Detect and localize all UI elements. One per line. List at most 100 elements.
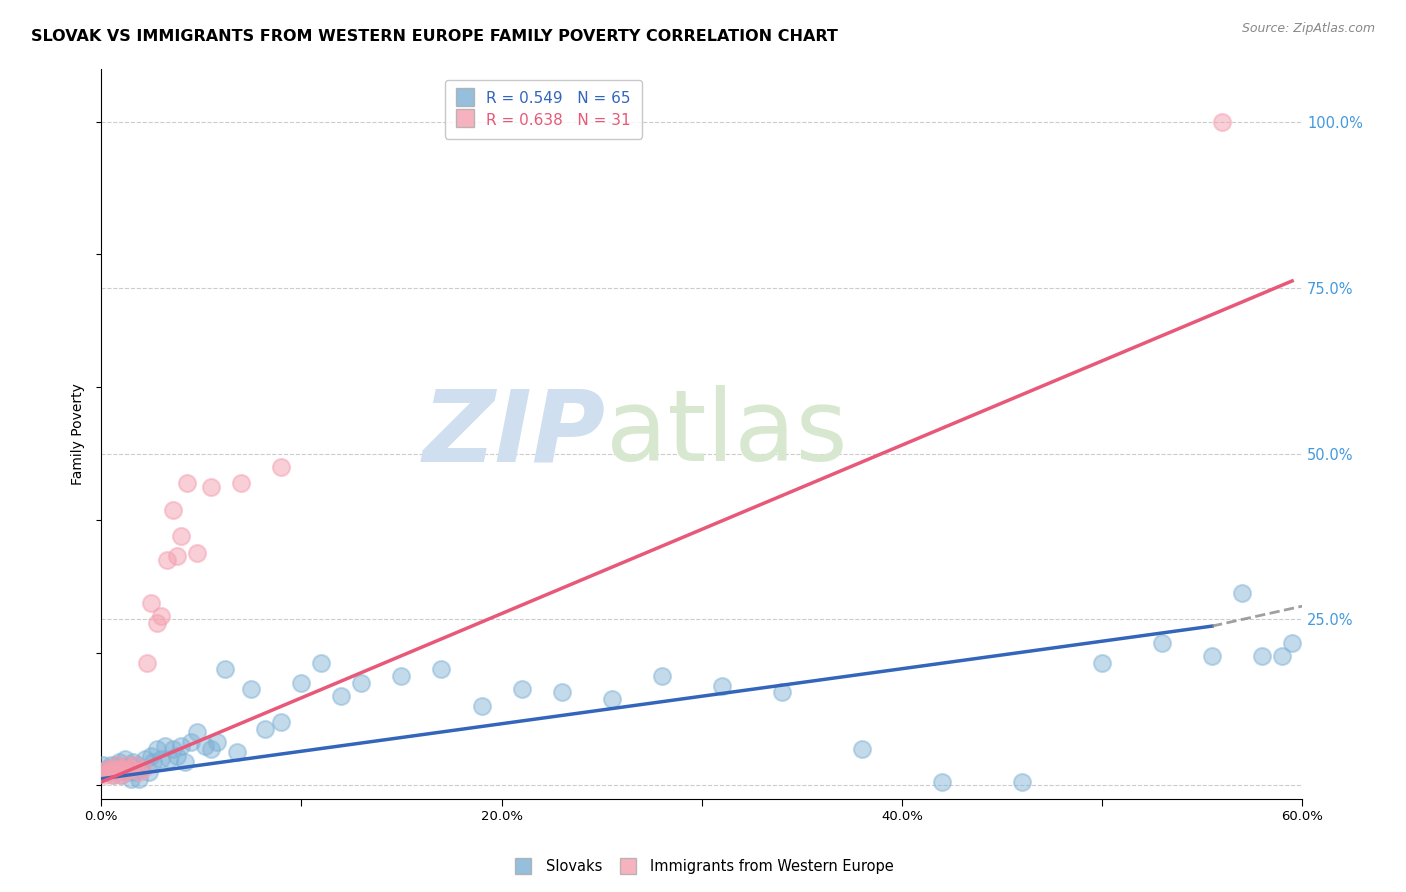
Point bbox=[550, 685, 572, 699]
Point bbox=[91, 758, 114, 772]
Point bbox=[127, 758, 149, 772]
Point bbox=[104, 765, 127, 780]
Point bbox=[120, 762, 142, 776]
Point bbox=[98, 762, 121, 776]
Point bbox=[132, 762, 155, 776]
Point bbox=[110, 768, 132, 782]
Point bbox=[194, 739, 217, 753]
Point bbox=[157, 752, 180, 766]
Point bbox=[510, 682, 533, 697]
Point bbox=[141, 596, 163, 610]
Point bbox=[1201, 648, 1223, 663]
Point bbox=[200, 480, 222, 494]
Point bbox=[134, 752, 156, 766]
Point bbox=[108, 755, 131, 769]
Point bbox=[96, 762, 118, 776]
Point bbox=[124, 758, 146, 772]
Text: ZIP: ZIP bbox=[423, 385, 606, 482]
Point bbox=[141, 748, 163, 763]
Point bbox=[124, 765, 146, 780]
Point bbox=[254, 722, 277, 736]
Point bbox=[1230, 586, 1253, 600]
Point bbox=[176, 476, 198, 491]
Point bbox=[226, 745, 249, 759]
Point bbox=[290, 675, 312, 690]
Point bbox=[155, 739, 177, 753]
Point bbox=[330, 689, 353, 703]
Point bbox=[162, 503, 184, 517]
Point bbox=[391, 669, 413, 683]
Point bbox=[166, 748, 188, 763]
Point bbox=[136, 656, 159, 670]
Point bbox=[114, 765, 136, 780]
Point bbox=[270, 715, 292, 730]
Point bbox=[100, 758, 122, 772]
Point bbox=[1011, 775, 1033, 789]
Point bbox=[128, 772, 150, 786]
Point bbox=[240, 682, 263, 697]
Text: SLOVAK VS IMMIGRANTS FROM WESTERN EUROPE FAMILY POVERTY CORRELATION CHART: SLOVAK VS IMMIGRANTS FROM WESTERN EUROPE… bbox=[31, 29, 838, 44]
Point bbox=[311, 656, 333, 670]
Point bbox=[170, 739, 193, 753]
Point bbox=[186, 546, 208, 560]
Point bbox=[174, 755, 197, 769]
Point bbox=[128, 765, 150, 780]
Point bbox=[114, 752, 136, 766]
Point bbox=[105, 758, 128, 772]
Point bbox=[100, 762, 122, 776]
Point bbox=[1271, 648, 1294, 663]
Point bbox=[112, 762, 135, 776]
Point bbox=[162, 742, 184, 756]
Point bbox=[142, 755, 165, 769]
Point bbox=[430, 662, 453, 676]
Point bbox=[200, 742, 222, 756]
Legend: Slovaks, Immigrants from Western Europe: Slovaks, Immigrants from Western Europe bbox=[506, 854, 900, 880]
Point bbox=[207, 735, 229, 749]
Point bbox=[470, 698, 492, 713]
Point bbox=[1251, 648, 1274, 663]
Point bbox=[214, 662, 236, 676]
Point bbox=[1281, 636, 1303, 650]
Point bbox=[91, 765, 114, 780]
Point bbox=[120, 772, 142, 786]
Point bbox=[770, 685, 793, 699]
Point bbox=[98, 765, 121, 780]
Point bbox=[110, 768, 132, 782]
Point bbox=[710, 679, 733, 693]
Point bbox=[96, 762, 118, 776]
Point bbox=[115, 758, 138, 772]
Point bbox=[146, 742, 169, 756]
Point bbox=[122, 755, 145, 769]
Point bbox=[931, 775, 953, 789]
Point bbox=[166, 549, 188, 564]
Y-axis label: Family Poverty: Family Poverty bbox=[72, 383, 86, 484]
Point bbox=[651, 669, 673, 683]
Point bbox=[600, 692, 623, 706]
Text: Source: ZipAtlas.com: Source: ZipAtlas.com bbox=[1241, 22, 1375, 36]
Point bbox=[103, 768, 125, 782]
Point bbox=[150, 752, 173, 766]
Point bbox=[138, 765, 160, 780]
Point bbox=[94, 768, 117, 782]
Point bbox=[1211, 114, 1233, 128]
Point bbox=[146, 615, 169, 630]
Point bbox=[105, 758, 128, 772]
Point bbox=[118, 758, 141, 772]
Point bbox=[94, 765, 117, 780]
Point bbox=[104, 765, 127, 780]
Point bbox=[150, 609, 173, 624]
Point bbox=[851, 742, 873, 756]
Point bbox=[231, 476, 253, 491]
Point bbox=[103, 768, 125, 782]
Point bbox=[1150, 636, 1173, 650]
Point bbox=[1091, 656, 1114, 670]
Point bbox=[186, 725, 208, 739]
Point bbox=[115, 765, 138, 780]
Legend: R = 0.549   N = 65, R = 0.638   N = 31: R = 0.549 N = 65, R = 0.638 N = 31 bbox=[446, 79, 641, 138]
Point bbox=[129, 762, 152, 776]
Point bbox=[180, 735, 202, 749]
Point bbox=[108, 762, 131, 776]
Point bbox=[170, 529, 193, 543]
Text: atlas: atlas bbox=[606, 385, 848, 482]
Point bbox=[112, 762, 135, 776]
